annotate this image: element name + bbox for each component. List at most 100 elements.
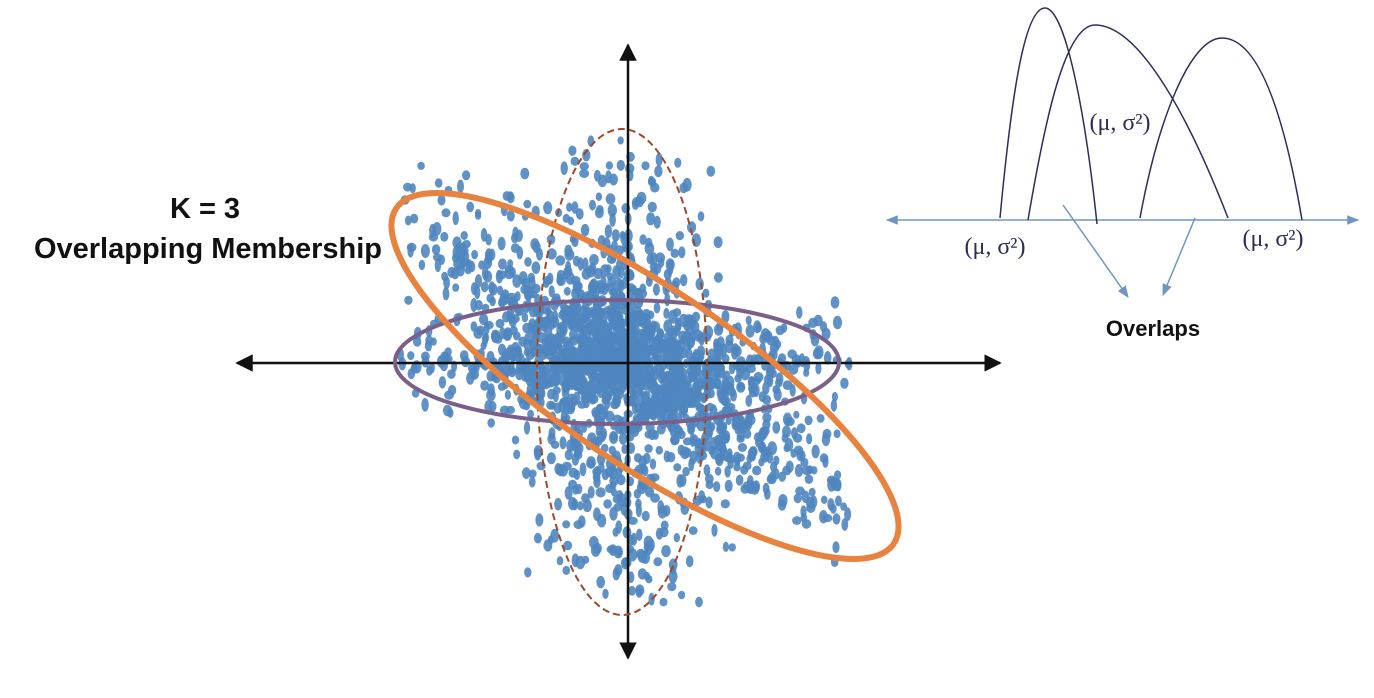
scatter-point (555, 255, 566, 266)
scatter-point (546, 248, 557, 260)
scatter-point (703, 387, 712, 400)
scatter-point (644, 346, 653, 358)
scatter-point (599, 346, 607, 358)
scatter-point (580, 313, 590, 323)
scatter-point (579, 462, 587, 477)
scatter-point (404, 215, 412, 226)
scatter-point (506, 347, 517, 359)
curve (1139, 37, 1303, 221)
scatter-point (657, 500, 665, 514)
scatter-point (753, 432, 762, 443)
scatter-point (663, 450, 671, 463)
scatter-point (661, 545, 671, 558)
scatter-point (743, 428, 752, 439)
scatter-point (581, 302, 590, 311)
scatter-point (644, 410, 652, 420)
scatter-point (480, 281, 489, 293)
scatter-point (796, 423, 806, 434)
scatter-point (680, 334, 687, 345)
scatter-point (767, 441, 778, 456)
scatter-point (535, 513, 544, 527)
scatter-point (613, 320, 622, 330)
membership-label: Overlapping Membership (34, 233, 382, 265)
scatter-point (680, 274, 688, 287)
scatter-point (577, 501, 584, 511)
scatter-point (691, 311, 701, 322)
scatter-point (559, 436, 567, 450)
scatter-point (609, 432, 618, 441)
scatter-point (811, 444, 820, 459)
scatter-point (734, 374, 742, 383)
scatter-point (775, 325, 785, 336)
scatter-point (713, 481, 721, 493)
scatter-point (509, 314, 520, 324)
scatter-point (524, 332, 532, 345)
scatter-point (480, 228, 488, 242)
scatter-point (730, 389, 737, 402)
scatter-point (720, 499, 730, 509)
scatter-point (696, 332, 705, 344)
scatter-point (820, 495, 828, 504)
scatter-point (840, 377, 849, 389)
scatter-point (524, 257, 532, 267)
scatter-point (459, 350, 469, 362)
scatter-point (679, 182, 688, 194)
scatter-point (528, 318, 537, 330)
scatter-point (609, 481, 617, 490)
scatter-point (678, 246, 686, 259)
scatter-point (822, 514, 833, 523)
scatter-point (695, 596, 703, 608)
scatter-point (644, 541, 653, 555)
scatter-point (523, 348, 531, 357)
scatter-point (752, 465, 762, 476)
scatter-point (549, 401, 556, 410)
scatter-point (418, 259, 426, 271)
scatter-point (552, 310, 559, 322)
scatter-point (675, 317, 682, 332)
scatter-point (831, 391, 839, 402)
scatter-point (721, 389, 729, 404)
scatter-point (822, 428, 832, 439)
scatter-point (618, 432, 628, 445)
scatter-point (705, 480, 714, 490)
curve (1027, 24, 1229, 221)
scatter-point (798, 353, 806, 367)
scatter-point (562, 520, 571, 529)
scatter-point (830, 296, 840, 309)
scatter-point (475, 325, 485, 336)
scatter-point (787, 349, 797, 359)
scatter-point (527, 409, 534, 419)
scatter-point (832, 541, 840, 554)
scatter-point (534, 448, 542, 461)
scatter-point (589, 343, 599, 353)
scatter-point (790, 448, 797, 458)
scatter-point (834, 470, 842, 480)
scatter-point (544, 334, 551, 349)
scatter-point (612, 395, 621, 405)
scatter-point (714, 466, 722, 476)
scatter-point (696, 404, 705, 413)
scatter-point (742, 461, 752, 471)
scatter-point (687, 370, 695, 381)
scatter-point (437, 355, 445, 368)
scatter-point (417, 161, 425, 170)
scatter-point (523, 421, 531, 435)
scatter-point (666, 385, 676, 396)
scatter-point (630, 426, 640, 437)
scatter-point (443, 276, 450, 290)
scatter-point (706, 165, 716, 177)
scatter-point (636, 528, 643, 541)
scatter-point (488, 248, 496, 261)
scatter-point (715, 452, 724, 466)
scatter-point (509, 267, 516, 278)
scatter-point (728, 383, 735, 392)
scatter-point (762, 419, 771, 431)
scatter-point (586, 456, 596, 469)
scatter-point (670, 437, 679, 446)
scatter-point (675, 231, 685, 241)
scatter-point (549, 335, 560, 347)
scatter-point (545, 307, 552, 316)
scatter-point (592, 467, 602, 477)
scatter-point (778, 471, 786, 482)
